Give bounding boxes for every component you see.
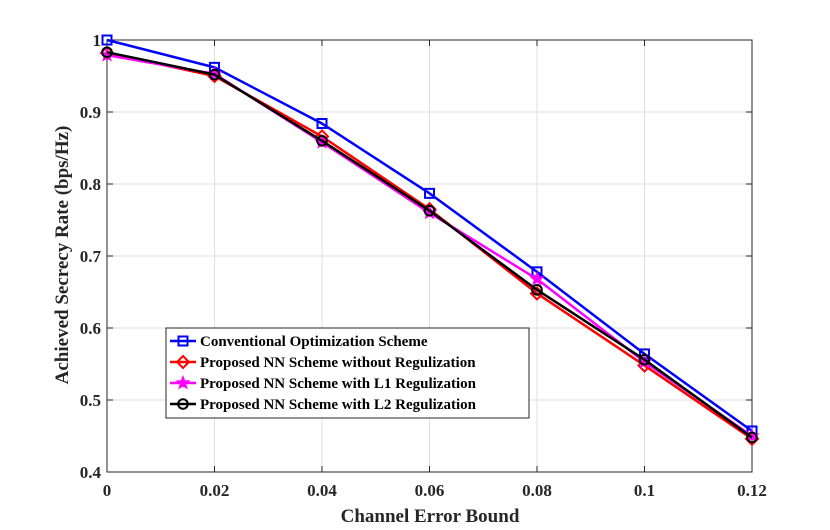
- legend-marker: [175, 374, 191, 390]
- legend-marker: [177, 335, 189, 347]
- y-tick-label: 0.6: [80, 319, 101, 338]
- series-4: [101, 46, 758, 444]
- x-tick-label: 0: [103, 481, 112, 500]
- y-tick-label: 0.9: [80, 103, 101, 122]
- legend-entry: Proposed NN Scheme without Regulization: [170, 354, 476, 371]
- data-point: [424, 187, 435, 199]
- x-tick-label: 0.04: [307, 481, 337, 500]
- data-point: [208, 68, 221, 81]
- x-axis-title: Channel Error Bound: [341, 506, 520, 527]
- x-tick-label: 0.08: [522, 481, 552, 500]
- y-tick-label: 0.8: [80, 175, 101, 194]
- axes: [106, 39, 753, 473]
- x-tick-label: 0.02: [200, 481, 230, 500]
- y-tick-label: 0.7: [80, 247, 102, 266]
- legend-label: Proposed NN Scheme with L1 Regulization: [200, 376, 477, 392]
- legend-label: Proposed NN Scheme with L2 Regulization: [200, 397, 477, 413]
- legend-entry: Proposed NN Scheme with L1 Regulization: [170, 374, 477, 392]
- legend-label: Proposed NN Scheme without Regulization: [200, 355, 476, 371]
- data-point: [316, 118, 328, 130]
- x-tick-label: 0.12: [737, 481, 767, 500]
- data-point: [101, 34, 113, 46]
- tick-labels: 0 0.02 0.04 0.06 0.08 0.1 0.12 0.4 0.5 0.6 0.7 0.8 0…: [80, 31, 767, 500]
- legend-entry: Conventional Optimization Scheme: [170, 334, 428, 350]
- x-tick-label: 0.1: [634, 481, 655, 500]
- data-point: [531, 284, 543, 296]
- legend-entry: Proposed NN Scheme with L2 Regulization: [170, 397, 477, 413]
- legend-box: [165, 327, 530, 419]
- data-point: [529, 270, 545, 286]
- legend-label: Conventional Optimization Scheme: [200, 334, 428, 350]
- series-layer: [99, 34, 760, 447]
- legend-marker: [177, 398, 189, 410]
- data-point: [316, 135, 328, 147]
- legend: Conventional Optimization Scheme Proposed…: [165, 327, 530, 419]
- series-line: [106, 51, 753, 439]
- x-tick-label: 0.06: [415, 481, 445, 500]
- y-tick-label: 0.4: [80, 463, 102, 482]
- data-point: [746, 431, 758, 444]
- legend-marker: [175, 354, 191, 370]
- data-point: [638, 353, 651, 366]
- y-axis-title: Achieved Secrecy Rate (bps/Hz): [52, 126, 73, 385]
- y-tick-label: 0.5: [80, 391, 101, 410]
- data-point: [101, 46, 113, 59]
- data-point: [423, 204, 436, 217]
- y-tick-label: 1: [93, 31, 102, 50]
